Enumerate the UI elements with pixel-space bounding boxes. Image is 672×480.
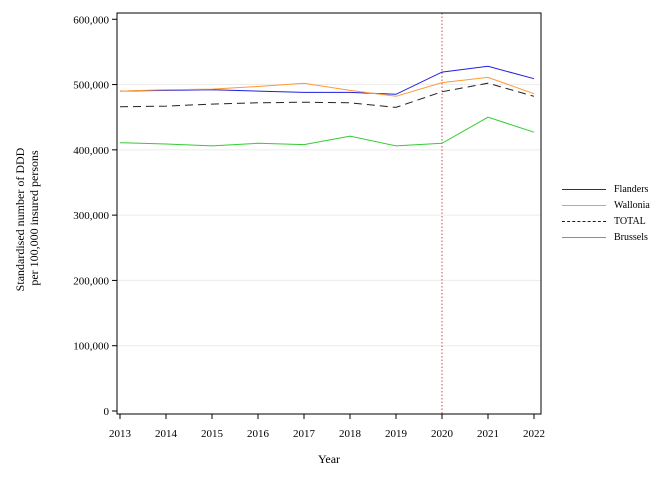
y-tick-label: 300,000 bbox=[73, 210, 109, 222]
x-axis: 2013 2014 2015 2016 2017 2018 2019 2020 2021 2022 bbox=[109, 414, 545, 440]
legend-swatch bbox=[562, 188, 606, 190]
series-line-wallonia bbox=[119, 76, 535, 97]
y-tick-label: 0 bbox=[104, 406, 110, 418]
series-layer bbox=[119, 65, 535, 147]
x-tick-label: 2022 bbox=[523, 428, 545, 440]
series-line-total bbox=[119, 82, 535, 108]
legend-label: TOTAL bbox=[614, 215, 646, 227]
y-axis-label-line-1: Standardised number of DDD bbox=[13, 147, 27, 291]
x-tick-label: 2019 bbox=[385, 428, 408, 440]
y-axis-label-line-2: per 100,000 insured persons bbox=[27, 150, 41, 286]
legend-swatch bbox=[562, 236, 606, 238]
x-axis-label: Year bbox=[318, 452, 340, 466]
x-tick-label: 2021 bbox=[477, 428, 499, 440]
legend-label: Wallonia bbox=[614, 199, 650, 211]
plot-frame bbox=[116, 12, 542, 415]
legend-swatch bbox=[562, 220, 606, 222]
legend: Flanders Wallonia TOTAL Brussels bbox=[562, 181, 670, 245]
series-line-brussels bbox=[119, 116, 535, 147]
y-tick-label: 200,000 bbox=[73, 275, 109, 287]
x-tick-label: 2018 bbox=[339, 428, 362, 440]
gridlines bbox=[117, 84, 541, 347]
y-axis: 0 100,000 200,000 300,000 400,000 500,000 600,… bbox=[73, 14, 117, 418]
series-line-flanders bbox=[119, 65, 535, 95]
legend-swatch bbox=[562, 204, 606, 206]
legend-item-total: TOTAL bbox=[562, 213, 670, 229]
legend-label: Brussels bbox=[614, 231, 648, 243]
x-tick-label: 2020 bbox=[431, 428, 454, 440]
y-axis-label: Standardised number of DDD per 100,000 i… bbox=[13, 145, 41, 292]
x-tick-label: 2014 bbox=[155, 428, 178, 440]
y-tick-label: 500,000 bbox=[73, 80, 109, 92]
y-tick-label: 600,000 bbox=[73, 14, 109, 26]
y-tick-label: 400,000 bbox=[73, 145, 109, 157]
y-tick-label: 100,000 bbox=[73, 341, 109, 353]
legend-label: Flanders bbox=[614, 183, 649, 195]
x-tick-label: 2017 bbox=[293, 428, 316, 440]
x-tick-label: 2015 bbox=[201, 428, 224, 440]
x-tick-label: 2013 bbox=[109, 428, 132, 440]
x-tick-label: 2016 bbox=[247, 428, 270, 440]
legend-item-brussels: Brussels bbox=[562, 229, 670, 245]
legend-item-wallonia: Wallonia bbox=[562, 197, 670, 213]
legend-item-flanders: Flanders bbox=[562, 181, 670, 197]
